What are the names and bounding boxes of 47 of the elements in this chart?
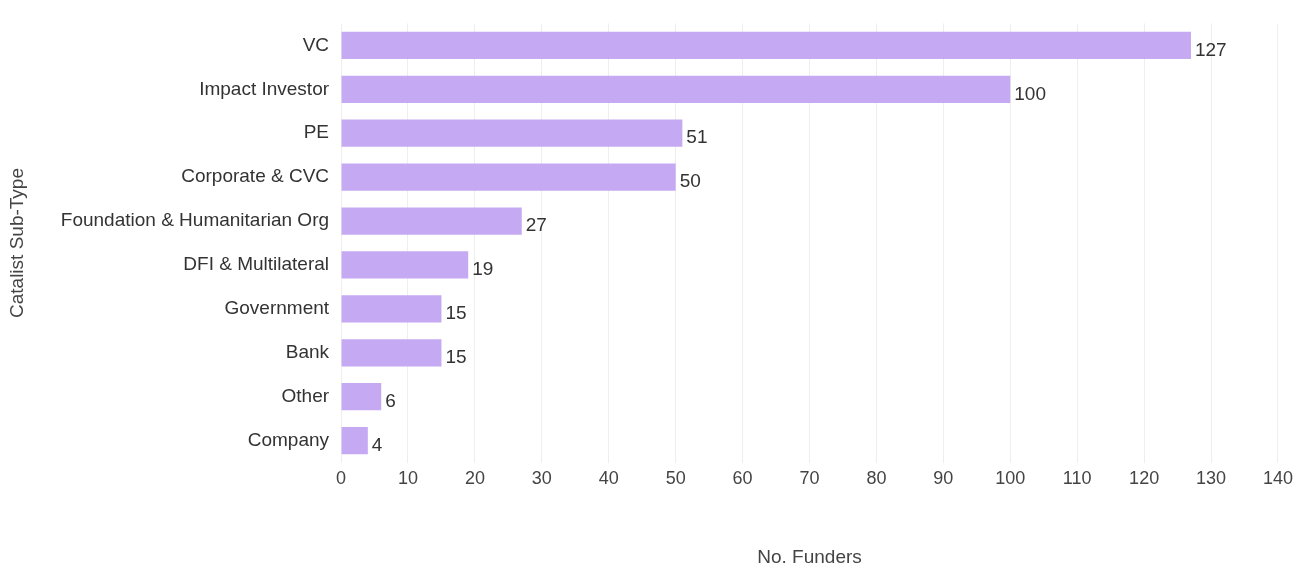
y-tick-label: Company [247, 428, 330, 450]
data-label: 50 [679, 170, 701, 192]
x-tick-label: 130 [1196, 468, 1227, 489]
data-label: 100 [1014, 82, 1046, 104]
bar [341, 207, 522, 235]
y-tick-label: DFI & Multilateral [183, 253, 330, 275]
bar [341, 339, 442, 367]
bar [341, 163, 676, 191]
data-label: 6 [385, 389, 396, 411]
bar [341, 383, 382, 411]
bar [341, 427, 368, 455]
bar [341, 31, 1191, 59]
x-tick-label: 60 [732, 468, 753, 489]
data-label: 4 [371, 433, 383, 455]
y-axis-title: Catalist Sub-Type [5, 168, 27, 318]
y-tick-label: VC [302, 33, 330, 55]
data-label: 19 [472, 258, 494, 280]
x-tick-label: 0 [336, 468, 347, 489]
x-tick-label: 90 [933, 468, 954, 489]
x-tick-label: 80 [866, 468, 887, 489]
x-axis-title: No. Funders [757, 545, 862, 567]
data-label: 27 [525, 214, 547, 236]
x-tick-label: 10 [397, 468, 418, 489]
data-label: 15 [445, 346, 467, 368]
x-tick-label: 50 [665, 468, 686, 489]
x-tick-label: 20 [464, 468, 485, 489]
x-tick-label: 110 [1062, 468, 1092, 489]
y-tick-label: PE [303, 121, 330, 143]
bar [341, 75, 1011, 103]
y-tick-label: Bank [285, 341, 330, 363]
data-label: 127 [1194, 38, 1227, 60]
data-label: 15 [445, 302, 467, 324]
x-tick-label: 120 [1129, 468, 1160, 489]
y-tick-label: Corporate & CVC [181, 165, 330, 187]
y-tick-label: Government [224, 297, 330, 319]
bar [341, 119, 683, 147]
bar [341, 251, 469, 279]
y-tick-label: Impact Investor [199, 77, 330, 99]
y-tick-label: Other [281, 384, 330, 406]
x-tick-label: 70 [799, 468, 820, 489]
x-tick-label: 140 [1262, 468, 1294, 489]
x-tick-label: 30 [531, 468, 552, 489]
bar [341, 295, 442, 323]
x-tick-label: 100 [995, 468, 1026, 489]
x-tick-label: 40 [598, 468, 619, 489]
data-label: 51 [686, 126, 708, 148]
y-tick-label: Foundation & Humanitarian Org [60, 209, 330, 231]
